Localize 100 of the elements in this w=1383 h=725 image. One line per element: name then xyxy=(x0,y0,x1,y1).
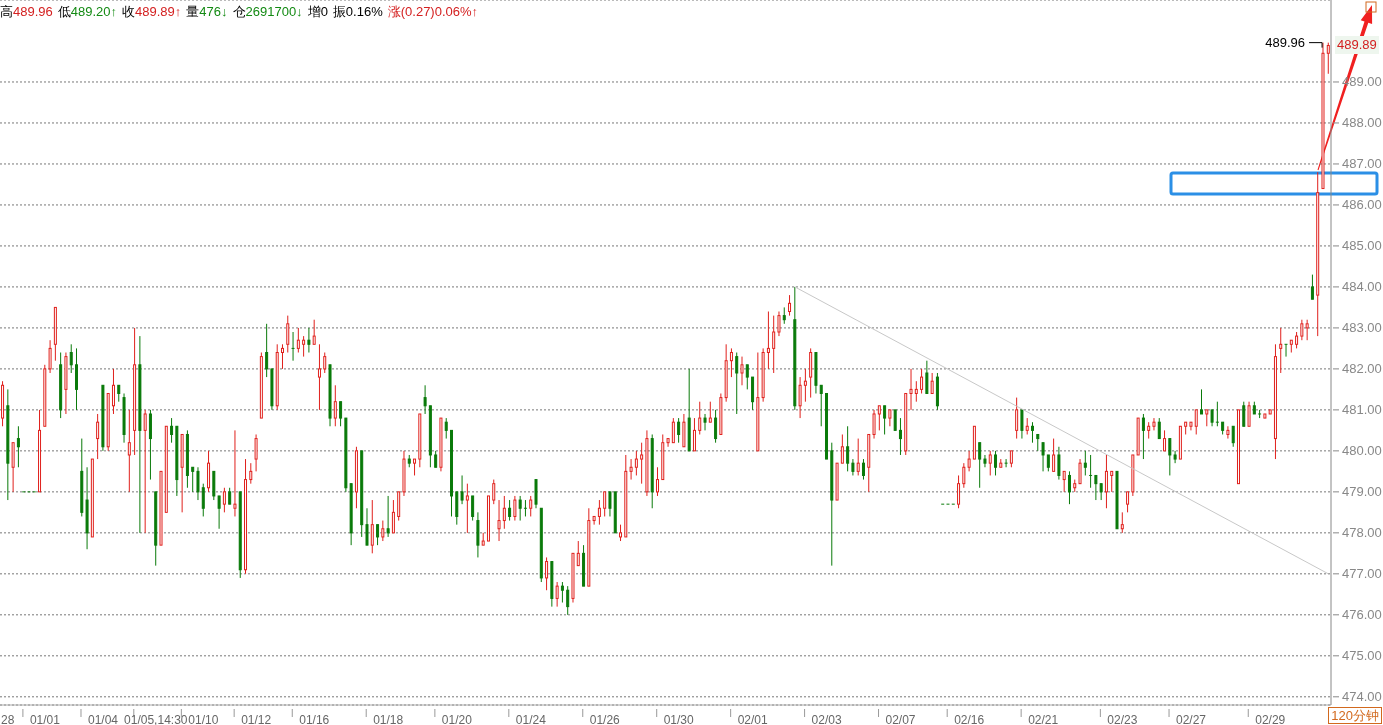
x-tick-label: 02/16 xyxy=(954,713,985,725)
candlestick xyxy=(1104,454,1108,509)
candlestick xyxy=(1057,446,1061,481)
x-tick-label: 01/30 xyxy=(663,713,695,725)
candlestick xyxy=(1215,401,1220,427)
candlestick xyxy=(967,450,971,472)
x-tick-label: 01/10 xyxy=(188,713,219,725)
candlestick xyxy=(376,524,380,546)
x-tick-label: 02/03 xyxy=(811,713,842,725)
candlestick xyxy=(920,368,924,394)
candlestick xyxy=(925,360,929,394)
x-tick-label: 02/01 xyxy=(737,713,768,725)
x-tick-label: 02/21 xyxy=(1028,713,1059,725)
candlestick xyxy=(111,368,115,415)
candlestick xyxy=(1041,442,1045,472)
candlestick xyxy=(296,327,300,353)
candlestick xyxy=(666,438,670,448)
annotation: 收489.89↑ xyxy=(122,4,182,19)
candlestick xyxy=(566,585,570,616)
candlestick xyxy=(671,417,675,444)
candlestick xyxy=(1226,425,1230,440)
candlestick xyxy=(978,442,982,489)
candlestick xyxy=(217,495,221,530)
candlestick xyxy=(1126,491,1130,513)
candlestick xyxy=(909,368,913,411)
candlestick xyxy=(1015,397,1019,440)
candlestick xyxy=(280,343,284,370)
candlestick xyxy=(339,401,343,427)
x-tick-label: 01/24 xyxy=(515,713,547,725)
candlestick xyxy=(708,401,712,423)
candlestick xyxy=(677,417,681,444)
candlestick xyxy=(471,495,475,522)
candlestick xyxy=(703,413,707,431)
candlestick xyxy=(545,556,549,591)
candlestick xyxy=(317,343,321,411)
candlestick xyxy=(877,405,881,431)
candlestick xyxy=(634,450,638,476)
candlestick xyxy=(1200,388,1204,415)
candlestick xyxy=(523,499,528,517)
candlestick xyxy=(655,466,659,497)
candlestick xyxy=(518,495,522,522)
y-tick-label: 488.00 xyxy=(1342,114,1382,130)
x-tick-label: 02/07 xyxy=(885,713,916,725)
candlestick xyxy=(370,499,374,554)
x-tick-label: 01/20 xyxy=(441,713,473,725)
candlestick xyxy=(291,331,296,362)
candlestick xyxy=(191,466,195,493)
candlestick xyxy=(1152,417,1156,431)
annotation: 增0 xyxy=(307,4,328,19)
candlestick xyxy=(788,294,792,317)
x-tick-label: 01/18 xyxy=(373,713,404,725)
candlestick xyxy=(957,474,961,509)
candlestick xyxy=(196,466,200,501)
candlestick xyxy=(48,339,52,374)
candlestick xyxy=(222,487,226,513)
candlestick xyxy=(772,315,776,374)
candlestick xyxy=(1004,458,1009,468)
y-tick-label: 477.00 xyxy=(1342,565,1382,581)
candlestick xyxy=(861,458,865,481)
candlestick xyxy=(983,454,987,468)
candlestick xyxy=(1326,42,1330,75)
candlestick xyxy=(233,429,237,517)
candlestick xyxy=(603,491,607,517)
annotation: 高489.96 xyxy=(0,4,53,19)
annotation: 量476↓ xyxy=(186,4,228,19)
candlestick xyxy=(819,384,823,427)
candlestick xyxy=(893,409,897,431)
candlestick xyxy=(1231,425,1235,448)
candlestick xyxy=(740,356,744,386)
candlestick xyxy=(1284,343,1289,358)
candlestick xyxy=(170,417,174,444)
candlestick xyxy=(323,352,327,374)
annotation: 涨(0.27)0.06%↑ xyxy=(387,4,479,19)
candlestick xyxy=(502,495,506,530)
candlestick xyxy=(307,327,311,353)
candlestick xyxy=(803,368,807,403)
candlestick xyxy=(265,323,269,378)
x-tick-label: 01/05,14:30 xyxy=(124,713,188,725)
candlestick xyxy=(994,450,998,476)
y-tick-label: 478.00 xyxy=(1342,524,1382,540)
candlestick xyxy=(365,507,369,546)
annotation: 振0.16% xyxy=(332,4,383,19)
candlestick xyxy=(555,581,559,608)
candlestick xyxy=(465,483,469,534)
candlestick xyxy=(766,311,770,370)
candlestick xyxy=(1157,417,1161,440)
candlestick xyxy=(492,479,496,505)
x-tick-label: 01/04 xyxy=(87,713,119,725)
candlestick xyxy=(692,417,696,452)
annotation: 低489.20↑ xyxy=(57,4,118,19)
candlestick xyxy=(386,495,390,538)
candlestick xyxy=(391,499,395,534)
candlestick xyxy=(1279,327,1283,374)
candlestick xyxy=(962,462,966,489)
x-tick-label: 02/29 xyxy=(1255,713,1286,725)
candlestick xyxy=(1242,401,1246,427)
y-tick-label: 481.00 xyxy=(1342,401,1382,417)
candlestick xyxy=(560,581,564,604)
candlestick xyxy=(302,335,306,358)
candlestick xyxy=(508,499,512,522)
